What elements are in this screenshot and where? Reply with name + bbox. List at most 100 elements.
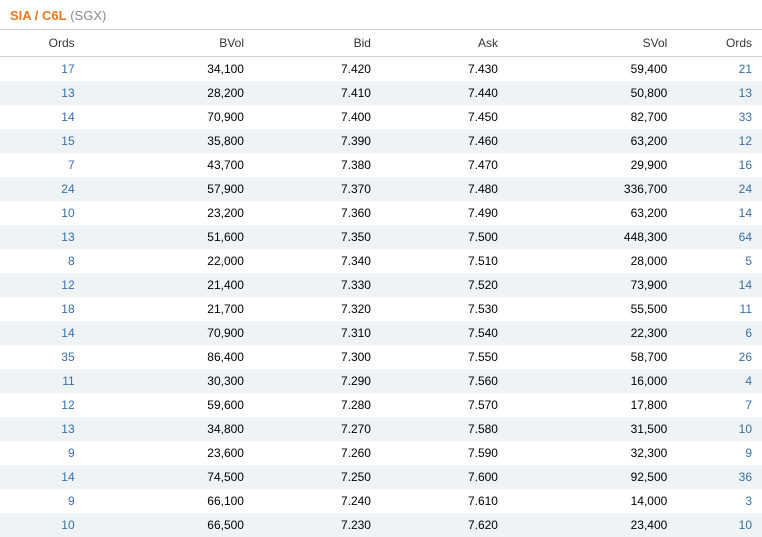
cell-bvol: 21,400 [85, 273, 254, 297]
cell-bvol: 23,200 [85, 201, 254, 225]
cell-bid: 7.300 [254, 345, 381, 369]
cell-ask: 7.580 [381, 417, 508, 441]
cell-ask-ords[interactable]: 5 [677, 249, 762, 273]
col-header-bid-ords[interactable]: Ords [0, 30, 85, 57]
cell-bid-ords[interactable]: 14 [0, 321, 85, 345]
cell-ask-ords[interactable]: 10 [677, 513, 762, 537]
cell-bid: 7.410 [254, 81, 381, 105]
cell-ask: 7.560 [381, 369, 508, 393]
cell-ask-ords[interactable]: 6 [677, 321, 762, 345]
cell-svol: 16,000 [508, 369, 677, 393]
table-row: 2457,9007.3707.480336,70024 [0, 177, 762, 201]
cell-bid-ords[interactable]: 13 [0, 225, 85, 249]
cell-bid-ords[interactable]: 13 [0, 81, 85, 105]
cell-svol: 59,400 [508, 57, 677, 82]
cell-bid: 7.250 [254, 465, 381, 489]
cell-bid-ords[interactable]: 14 [0, 105, 85, 129]
cell-bid-ords[interactable]: 7 [0, 153, 85, 177]
table-row: 1130,3007.2907.56016,0004 [0, 369, 762, 393]
cell-bid-ords[interactable]: 11 [0, 369, 85, 393]
cell-bid: 7.400 [254, 105, 381, 129]
cell-ask: 7.510 [381, 249, 508, 273]
cell-bid-ords[interactable]: 18 [0, 297, 85, 321]
cell-ask-ords[interactable]: 64 [677, 225, 762, 249]
cell-ask-ords[interactable]: 16 [677, 153, 762, 177]
cell-bid-ords[interactable]: 35 [0, 345, 85, 369]
cell-ask-ords[interactable]: 12 [677, 129, 762, 153]
col-header-svol[interactable]: SVol [508, 30, 677, 57]
cell-bid-ords[interactable]: 14 [0, 465, 85, 489]
cell-ask: 7.450 [381, 105, 508, 129]
cell-bvol: 70,900 [85, 321, 254, 345]
cell-ask-ords[interactable]: 13 [677, 81, 762, 105]
ticker-symbol[interactable]: SIA / C6L [10, 8, 67, 23]
cell-ask-ords[interactable]: 21 [677, 57, 762, 82]
cell-ask-ords[interactable]: 9 [677, 441, 762, 465]
col-header-ask[interactable]: Ask [381, 30, 508, 57]
cell-ask: 7.520 [381, 273, 508, 297]
cell-bid: 7.390 [254, 129, 381, 153]
cell-ask-ords[interactable]: 36 [677, 465, 762, 489]
cell-ask-ords[interactable]: 14 [677, 201, 762, 225]
table-header-row: Ords BVol Bid Ask SVol Ords [0, 30, 762, 57]
cell-bid: 7.230 [254, 513, 381, 537]
cell-svol: 28,000 [508, 249, 677, 273]
table-row: 1474,5007.2507.60092,50036 [0, 465, 762, 489]
table-row: 1470,9007.3107.54022,3006 [0, 321, 762, 345]
cell-ask: 7.490 [381, 201, 508, 225]
cell-bid-ords[interactable]: 12 [0, 273, 85, 297]
cell-bvol: 74,500 [85, 465, 254, 489]
cell-bid-ords[interactable]: 9 [0, 489, 85, 513]
cell-bid: 7.290 [254, 369, 381, 393]
table-row: 1259,6007.2807.57017,8007 [0, 393, 762, 417]
cell-ask: 7.550 [381, 345, 508, 369]
cell-bid-ords[interactable]: 17 [0, 57, 85, 82]
cell-bid-ords[interactable]: 15 [0, 129, 85, 153]
table-row: 923,6007.2607.59032,3009 [0, 441, 762, 465]
cell-ask-ords[interactable]: 24 [677, 177, 762, 201]
cell-ask-ords[interactable]: 33 [677, 105, 762, 129]
table-row: 966,1007.2407.61014,0003 [0, 489, 762, 513]
table-row: 1221,4007.3307.52073,90014 [0, 273, 762, 297]
cell-ask-ords[interactable]: 4 [677, 369, 762, 393]
cell-ask-ords[interactable]: 7 [677, 393, 762, 417]
col-header-bid[interactable]: Bid [254, 30, 381, 57]
cell-ask: 7.600 [381, 465, 508, 489]
cell-bvol: 59,600 [85, 393, 254, 417]
cell-bid-ords[interactable]: 13 [0, 417, 85, 441]
col-header-bvol[interactable]: BVol [85, 30, 254, 57]
cell-ask-ords[interactable]: 26 [677, 345, 762, 369]
cell-ask-ords[interactable]: 3 [677, 489, 762, 513]
table-row: 743,7007.3807.47029,90016 [0, 153, 762, 177]
cell-ask-ords[interactable]: 11 [677, 297, 762, 321]
cell-svol: 92,500 [508, 465, 677, 489]
table-row: 1066,5007.2307.62023,40010 [0, 513, 762, 537]
table-row: 1351,6007.3507.500448,30064 [0, 225, 762, 249]
cell-bid: 7.240 [254, 489, 381, 513]
cell-bvol: 23,600 [85, 441, 254, 465]
cell-bid-ords[interactable]: 9 [0, 441, 85, 465]
cell-ask-ords[interactable]: 14 [677, 273, 762, 297]
cell-bid: 7.260 [254, 441, 381, 465]
table-row: 1535,8007.3907.46063,20012 [0, 129, 762, 153]
cell-bid: 7.320 [254, 297, 381, 321]
cell-bvol: 22,000 [85, 249, 254, 273]
cell-bid-ords[interactable]: 24 [0, 177, 85, 201]
table-row: 1470,9007.4007.45082,70033 [0, 105, 762, 129]
cell-bid-ords[interactable]: 12 [0, 393, 85, 417]
cell-bid-ords[interactable]: 10 [0, 201, 85, 225]
cell-ask: 7.530 [381, 297, 508, 321]
cell-ask: 7.620 [381, 513, 508, 537]
cell-bvol: 34,800 [85, 417, 254, 441]
cell-bid-ords[interactable]: 10 [0, 513, 85, 537]
cell-svol: 17,800 [508, 393, 677, 417]
cell-bid: 7.380 [254, 153, 381, 177]
col-header-ask-ords[interactable]: Ords [677, 30, 762, 57]
cell-ask: 7.440 [381, 81, 508, 105]
cell-ask-ords[interactable]: 10 [677, 417, 762, 441]
cell-ask: 7.610 [381, 489, 508, 513]
market-depth-table: Ords BVol Bid Ask SVol Ords 1734,1007.42… [0, 29, 762, 537]
exchange-label: (SGX) [70, 8, 106, 23]
cell-bid-ords[interactable]: 8 [0, 249, 85, 273]
cell-bid: 7.330 [254, 273, 381, 297]
